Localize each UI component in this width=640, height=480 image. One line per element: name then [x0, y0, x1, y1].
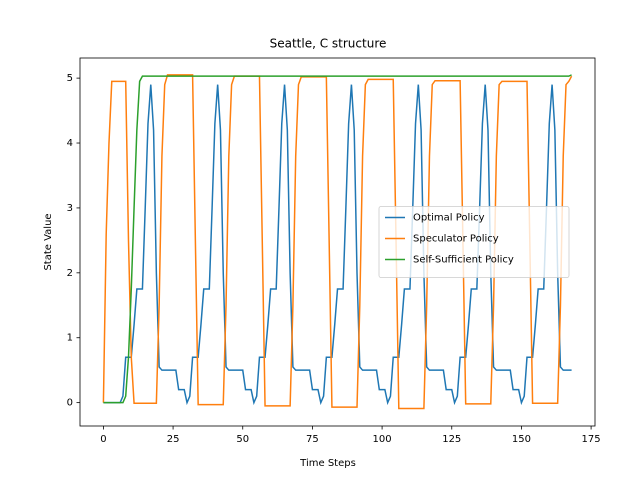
- chart-title: Seattle, C structure: [270, 37, 387, 51]
- x-tick-label: 150: [512, 434, 531, 445]
- y-tick-label: 0: [67, 398, 73, 409]
- legend-label: Self-Sufficient Policy: [413, 255, 514, 266]
- plot-frame: [79, 57, 596, 427]
- y-axis-label: State Value: [43, 213, 54, 270]
- y-tick-label: 3: [67, 203, 73, 214]
- x-axis-label: Time Steps: [299, 458, 356, 469]
- legend: Optimal Policy Speculator Policy Self-Suff…: [378, 206, 570, 278]
- legend-label: Optimal Policy: [413, 213, 485, 224]
- legend-box: [378, 206, 570, 278]
- series-line: [103, 74, 572, 404]
- x-tick-label: 25: [167, 434, 180, 445]
- x-tick-label: 100: [373, 434, 392, 445]
- y-tick-label: 1: [67, 333, 73, 344]
- y-tick-label: 2: [67, 268, 73, 279]
- y-tick-label: 4: [67, 138, 73, 149]
- x-tick-label: 0: [100, 434, 106, 445]
- x-tick-label: 125: [442, 434, 461, 445]
- series-line: [103, 84, 572, 406]
- legend-label: Speculator Policy: [413, 234, 499, 245]
- x-tick-label: 175: [582, 434, 601, 445]
- x-tick-label: 50: [236, 434, 249, 445]
- series-line: [102, 74, 573, 410]
- x-tick-label: 75: [306, 434, 319, 445]
- y-tick-label: 5: [67, 73, 73, 84]
